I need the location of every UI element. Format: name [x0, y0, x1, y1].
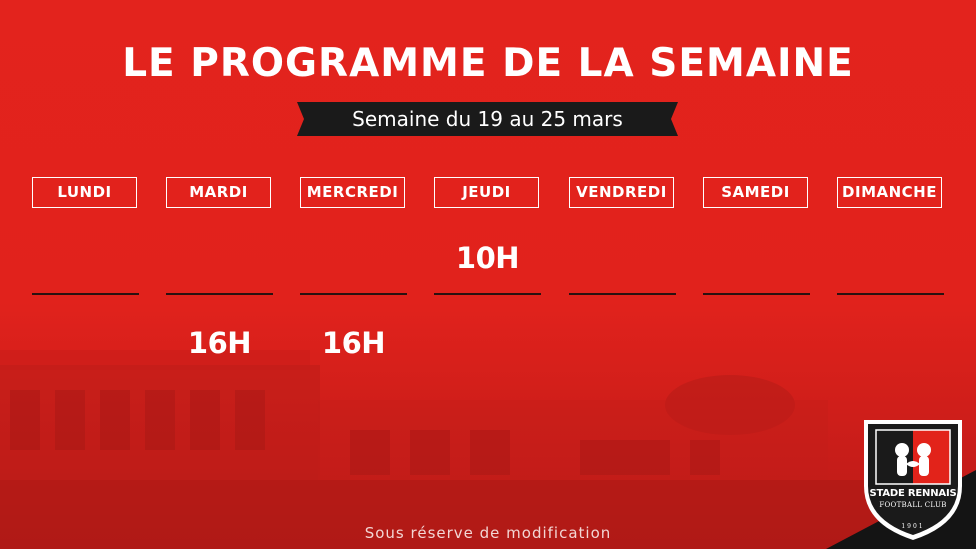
crest-club-name: STADE RENNAIS [869, 488, 957, 499]
week-range-label: Semaine du 19 au 25 mars [352, 107, 623, 131]
day-header-mercredi: MERCREDI [300, 177, 405, 208]
crest-year: 1901 [901, 523, 925, 530]
disclaimer-note: Sous réserve de modification [364, 524, 612, 542]
morning-slot-jeudi: 10H [455, 241, 520, 275]
divider-mercredi [300, 293, 407, 295]
day-header-samedi: SAMEDI [703, 177, 808, 208]
day-header-jeudi: JEUDI [434, 177, 539, 208]
day-header-dimanche: DIMANCHE [837, 177, 942, 208]
week-ribbon: Semaine du 19 au 25 mars [297, 102, 678, 136]
stade-rennais-crest-icon [864, 420, 962, 540]
divider-mardi [166, 293, 273, 295]
day-header-vendredi: VENDREDI [569, 177, 674, 208]
day-header-lundi: LUNDI [32, 177, 137, 208]
ribbon-shape [297, 102, 678, 136]
divider-vendredi [569, 293, 676, 295]
day-header-mardi: MARDI [166, 177, 271, 208]
divider-jeudi [434, 293, 541, 295]
divider-dimanche [837, 293, 944, 295]
page-title: LE PROGRAMME DE LA SEMAINE [122, 41, 854, 86]
afternoon-slot-mercredi: 16H [321, 326, 386, 360]
crest-subtitle: FOOTBALL CLUB [879, 501, 947, 509]
afternoon-slot-mardi: 16H [187, 326, 252, 360]
divider-samedi [703, 293, 810, 295]
divider-lundi [32, 293, 139, 295]
